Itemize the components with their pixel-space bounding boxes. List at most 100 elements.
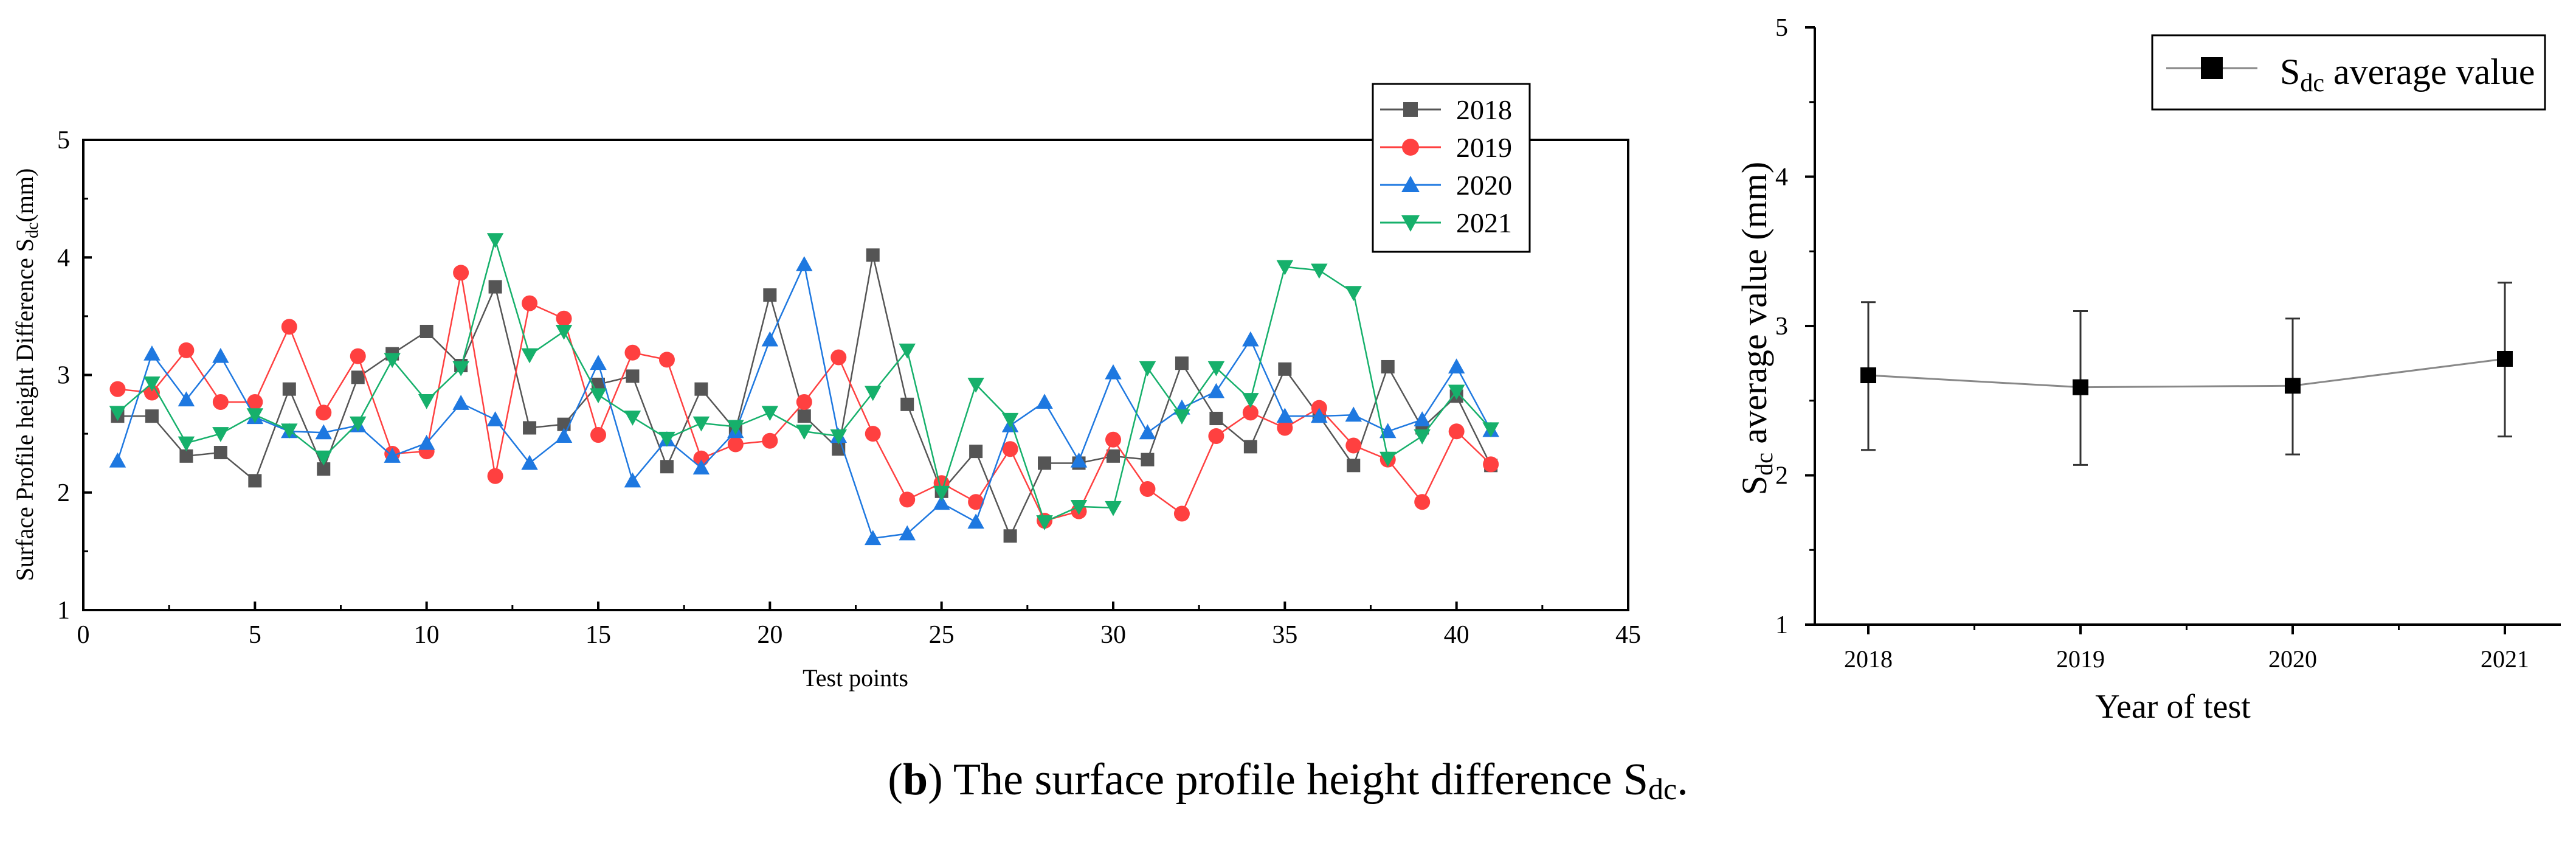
legend-marker: [2201, 57, 2223, 79]
data-point-2021: [452, 361, 469, 376]
legend-label-2021: 2021: [1456, 207, 1512, 238]
data-point-2018: [1107, 449, 1120, 463]
y-tick-label: 1: [57, 597, 70, 625]
data-point-2020: [933, 494, 950, 510]
x-tick-label: 20: [757, 621, 782, 649]
legend-box: [1372, 83, 1531, 253]
data-point-2018: [866, 248, 880, 262]
data-point-2019: [1448, 423, 1465, 440]
data-point-2020: [1379, 423, 1397, 439]
data-point-2020: [1207, 383, 1225, 398]
data-point-2021: [212, 427, 229, 442]
data-point-2021: [1070, 499, 1088, 515]
data-point-2021: [1276, 260, 1294, 276]
data-point-2021: [384, 353, 401, 369]
data-point-2020: [418, 434, 435, 450]
y-axis-label: Surface Profile height Difference Sdc(mm…: [11, 168, 42, 581]
data-point-2019: [247, 394, 263, 410]
data-point-2019: [1277, 420, 1293, 436]
data-point-2021: [1345, 286, 1362, 301]
data-point-2018: [1243, 440, 1257, 454]
legend-marker-2021: [1401, 215, 1420, 232]
data-point-2021: [349, 416, 367, 432]
data-point-2019: [1345, 437, 1362, 454]
data-point-2019: [487, 468, 503, 484]
x-axis-label: Year of test: [2095, 688, 2251, 726]
data-point-2021: [109, 406, 126, 422]
data-point-2021: [727, 420, 744, 435]
y-tick-label: 2: [1775, 462, 1788, 490]
data-point-2020: [1414, 411, 1431, 426]
data-point-2018: [282, 382, 296, 396]
data-point-2018: [1141, 453, 1155, 467]
data-point-2018: [1347, 459, 1361, 473]
data-point-2021: [864, 386, 882, 401]
data-point-2020: [1345, 406, 1362, 422]
data-point-2021: [590, 388, 607, 404]
data-point-2018: [1175, 356, 1189, 370]
data-point-2021: [1414, 429, 1431, 445]
data-point-2020: [1311, 408, 1328, 423]
legend-label-2018: 2018: [1456, 94, 1512, 125]
y-tick-label: 1: [1775, 611, 1788, 639]
x-tick-label: 0: [77, 621, 90, 649]
data-point-2021: [1379, 451, 1397, 467]
data-point-2021: [1036, 515, 1053, 530]
y-axis-label: Sdc average value (mm): [1735, 162, 1778, 495]
data-point-2019: [762, 432, 778, 449]
data-point-2020: [2285, 378, 2301, 394]
data-point-2019: [590, 427, 606, 443]
data-point-2019: [658, 352, 675, 368]
data-point-2018: [969, 445, 983, 459]
data-point-2021: [1207, 361, 1225, 376]
data-point-2020: [521, 454, 538, 470]
data-point-2018: [523, 421, 537, 435]
legend: Sdc average value: [2151, 34, 2546, 111]
data-point-2018: [900, 397, 914, 411]
legend-marker-2018: [1403, 102, 1418, 117]
series-group: [1860, 282, 2513, 466]
data-point-2019: [1208, 428, 1224, 444]
data-point-2021: [658, 431, 675, 447]
data-point-2018: [1209, 412, 1223, 426]
data-point-2020: [967, 513, 984, 529]
data-point-2020: [1036, 394, 1053, 409]
data-point-2019: [899, 491, 916, 508]
data-point-2018: [1860, 367, 1876, 384]
x-tick-label: 25: [929, 621, 955, 649]
data-point-2020: [761, 331, 779, 347]
data-point-2019: [1002, 441, 1018, 457]
data-point-2021: [1482, 422, 1499, 438]
data-point-2020: [1242, 331, 1259, 347]
y-tick-label: 4: [1775, 164, 1788, 192]
data-point-2019: [316, 404, 332, 421]
x-tick-label: 2018: [1844, 645, 1893, 673]
data-point-2019: [693, 450, 710, 467]
data-point-2019: [1242, 404, 1259, 421]
y-tick-label: 3: [57, 362, 70, 390]
caption-end: .: [1677, 755, 1688, 805]
y-tick-label: 5: [1775, 14, 1788, 42]
data-point-2019: [830, 349, 847, 366]
data-point-2021: [1105, 501, 1122, 516]
data-point-2020: [384, 448, 401, 463]
data-point-2018: [213, 446, 227, 460]
y-axis-ticks: 1 2 3 4 5: [57, 127, 92, 625]
data-point-2020: [1070, 452, 1088, 468]
data-point-2021: [521, 348, 538, 364]
data-point-2019: [1414, 494, 1431, 510]
data-point-2020: [486, 411, 504, 426]
data-point-2021: [933, 485, 950, 501]
x-axis-ticks: 0 5 10 15 20 25 30 35 40 45: [77, 602, 1641, 649]
data-point-2019: [2073, 379, 2088, 395]
x-tick-label: 15: [585, 621, 611, 649]
legend: 2018 2019 2020 2021: [1372, 83, 1531, 253]
data-point-2020: [1105, 364, 1122, 380]
data-point-2018: [694, 382, 708, 396]
data-point-2020: [315, 424, 333, 440]
data-point-2021: [418, 394, 435, 409]
data-point-2018: [248, 474, 262, 488]
data-point-2021: [178, 436, 195, 452]
data-point-2018: [317, 462, 331, 476]
